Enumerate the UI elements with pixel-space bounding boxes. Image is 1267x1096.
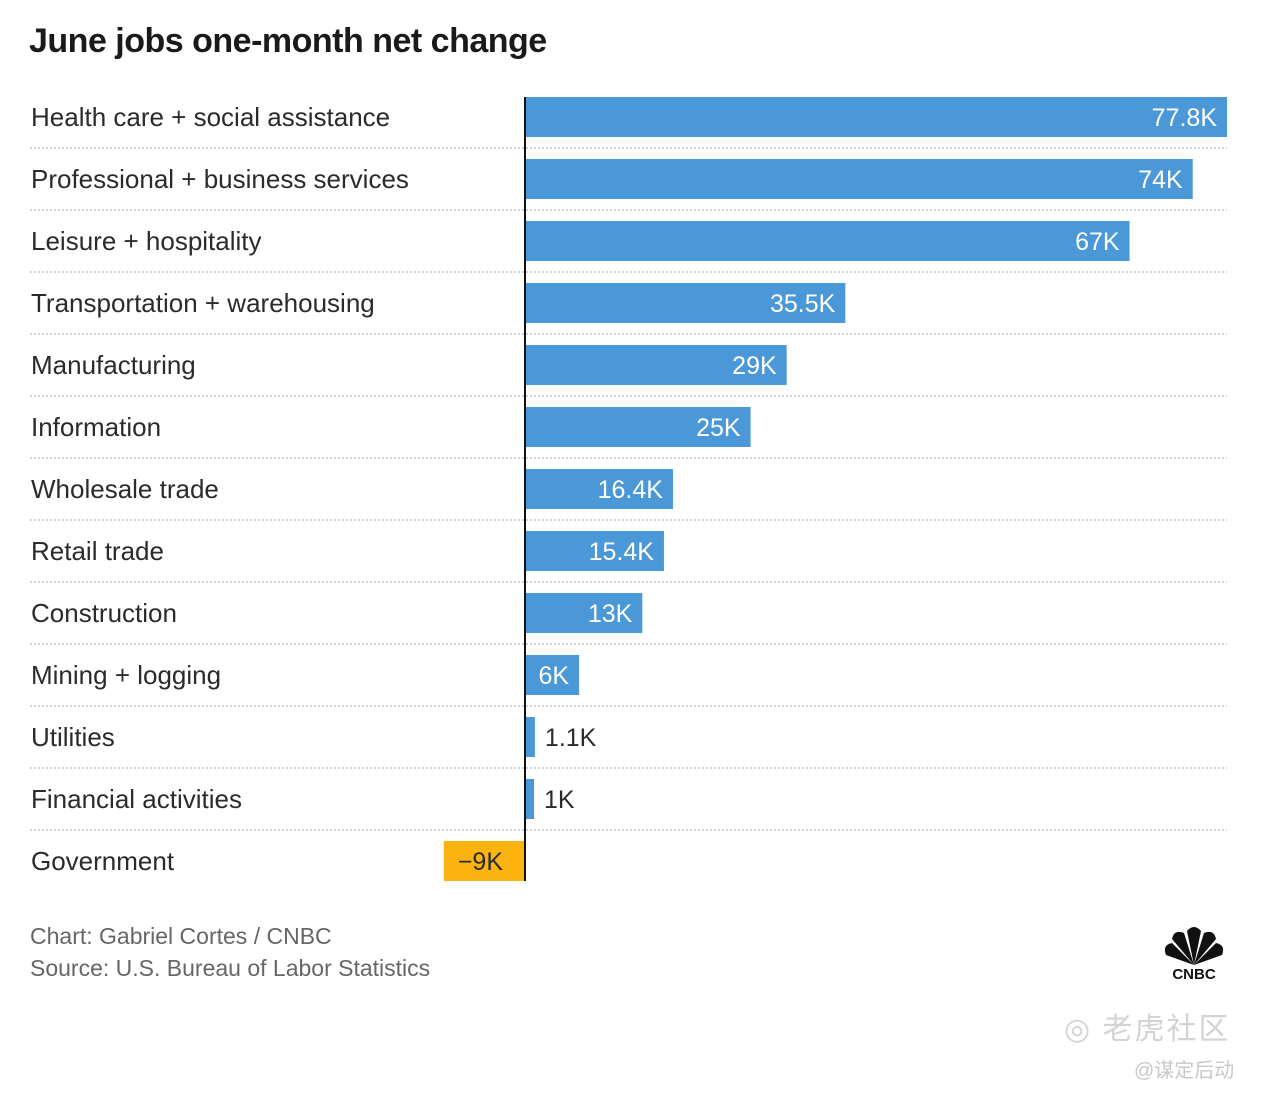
watermark-circle-icon: ◎	[1064, 1013, 1093, 1046]
data-label: 13K	[588, 600, 633, 628]
watermark-community: ◎ 老虎社区	[1064, 1004, 1231, 1048]
bar-chart: Health care + social assistance 77.8K Prof…	[30, 97, 1227, 881]
bar	[525, 717, 535, 757]
watermark-handle: @谋定后动	[1134, 1060, 1235, 1082]
category-label: Construction	[31, 598, 177, 628]
category-label: Financial activities	[31, 784, 242, 814]
data-label: 77.8K	[1152, 104, 1218, 132]
bar	[443, 841, 525, 881]
category-label: Health care + social assistance	[31, 102, 390, 132]
bar	[525, 221, 1130, 261]
chart-title: June jobs one-month net change	[29, 22, 547, 60]
bar	[525, 345, 787, 385]
data-label: 6K	[539, 662, 570, 690]
data-label: 15.4K	[589, 538, 655, 566]
data-label: −9K	[458, 848, 504, 876]
category-label: Retail trade	[31, 536, 164, 566]
bar	[525, 159, 1193, 199]
bar	[525, 779, 535, 819]
category-label: Mining + logging	[31, 660, 221, 690]
bar	[525, 283, 846, 323]
data-label: 1.1K	[545, 724, 597, 752]
bar	[525, 407, 751, 447]
category-label: Government	[31, 846, 175, 876]
category-label: Leisure + hospitality	[31, 226, 262, 256]
cnbc-peacock-logo-icon: CNBC	[1164, 927, 1224, 980]
category-label: Wholesale trade	[31, 474, 219, 504]
data-label: 29K	[732, 352, 777, 380]
category-label: Professional + business services	[31, 164, 409, 194]
data-label: 67K	[1075, 228, 1120, 256]
data-label: 1K	[544, 786, 575, 814]
category-label: Transportation + warehousing	[31, 288, 375, 318]
bar	[525, 469, 673, 509]
category-label: Information	[31, 412, 161, 442]
data-label: 74K	[1138, 166, 1183, 194]
watermark-text: 老虎社区	[1102, 1013, 1231, 1046]
category-label: Manufacturing	[31, 350, 196, 380]
bar	[525, 655, 580, 695]
chart-credit: Chart: Gabriel Cortes / CNBC	[30, 923, 332, 949]
data-label: 35.5K	[770, 290, 836, 318]
bar	[525, 97, 1227, 137]
bar	[525, 593, 643, 633]
data-label: 16.4K	[598, 476, 664, 504]
cnbc-logo-text: CNBC	[1172, 966, 1215, 980]
data-label: 25K	[696, 414, 741, 442]
bar	[525, 531, 664, 571]
chart-source: Source: U.S. Bureau of Labor Statistics	[30, 955, 431, 981]
category-label: Utilities	[31, 722, 115, 752]
